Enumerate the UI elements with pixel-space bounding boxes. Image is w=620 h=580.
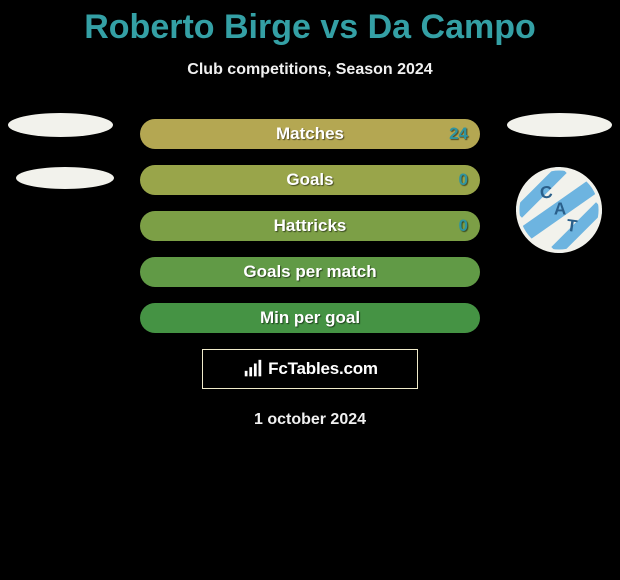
bar-chart-icon: [242, 358, 264, 380]
player-photo-placeholder-2: [16, 167, 114, 189]
stat-row-goals-per-match: Goals per match: [140, 257, 480, 287]
page-subtitle: Club competitions, Season 2024: [0, 61, 620, 79]
stat-value: 0: [459, 170, 468, 190]
stat-row-matches: Matches 24: [140, 119, 480, 149]
stat-label: Goals: [286, 170, 333, 190]
player-photo-placeholder-1: [8, 113, 113, 137]
stat-value: 0: [459, 216, 468, 236]
brand-text: FcTables.com: [268, 359, 378, 379]
stat-label: Min per goal: [260, 308, 360, 328]
left-photo-placeholders: [8, 113, 114, 189]
stat-value: 24: [449, 124, 468, 144]
page-title: Roberto Birge vs Da Campo: [0, 0, 620, 47]
stat-label: Goals per match: [243, 262, 376, 282]
svg-text:A: A: [554, 198, 566, 218]
stats-area: C A T Matches 24 Goals 0 Hattricks 0 Goa…: [0, 119, 620, 429]
right-photo-placeholder: [507, 113, 612, 137]
club-logo-icon: C A T: [516, 167, 602, 253]
stat-row-hattricks: Hattricks 0: [140, 211, 480, 241]
stat-label: Hattricks: [274, 216, 347, 236]
stat-rows: Matches 24 Goals 0 Hattricks 0 Goals per…: [140, 119, 480, 333]
date-line: 1 october 2024: [0, 411, 620, 429]
stat-row-goals: Goals 0: [140, 165, 480, 195]
brand-box: FcTables.com: [202, 349, 418, 389]
stat-row-min-per-goal: Min per goal: [140, 303, 480, 333]
page-root: Roberto Birge vs Da Campo Club competiti…: [0, 0, 620, 580]
club-logo: C A T: [516, 167, 602, 258]
stat-label: Matches: [276, 124, 344, 144]
